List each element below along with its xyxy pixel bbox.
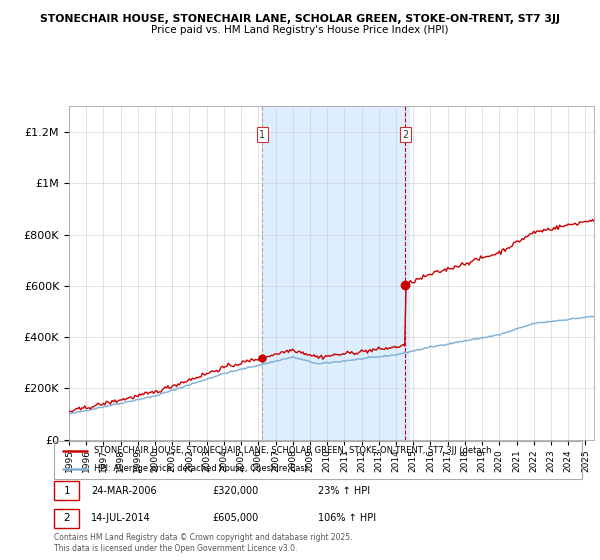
Text: 1: 1 (64, 486, 70, 496)
Text: 24-MAR-2006: 24-MAR-2006 (91, 486, 157, 496)
Text: STONECHAIR HOUSE, STONECHAIR LANE, SCHOLAR GREEN, STOKE-ON-TRENT, ST7 3JJ (detac: STONECHAIR HOUSE, STONECHAIR LANE, SCHOL… (94, 446, 491, 455)
Text: £320,000: £320,000 (212, 486, 259, 496)
Text: 106% ↑ HPI: 106% ↑ HPI (318, 514, 376, 524)
Text: 2: 2 (64, 514, 70, 524)
Text: 23% ↑ HPI: 23% ↑ HPI (318, 486, 370, 496)
Text: 14-JUL-2014: 14-JUL-2014 (91, 514, 151, 524)
Text: HPI: Average price, detached house, Cheshire East: HPI: Average price, detached house, Ches… (94, 464, 308, 473)
Text: 2: 2 (402, 129, 409, 139)
FancyBboxPatch shape (54, 509, 79, 528)
Text: Price paid vs. HM Land Registry's House Price Index (HPI): Price paid vs. HM Land Registry's House … (151, 25, 449, 35)
Text: £605,000: £605,000 (212, 514, 259, 524)
Text: Contains HM Land Registry data © Crown copyright and database right 2025.
This d: Contains HM Land Registry data © Crown c… (54, 533, 353, 553)
Bar (262, 106, 409, 440)
FancyBboxPatch shape (54, 482, 79, 500)
Text: 1: 1 (259, 129, 265, 139)
Text: STONECHAIR HOUSE, STONECHAIR LANE, SCHOLAR GREEN, STOKE-ON-TRENT, ST7 3JJ: STONECHAIR HOUSE, STONECHAIR LANE, SCHOL… (40, 14, 560, 24)
